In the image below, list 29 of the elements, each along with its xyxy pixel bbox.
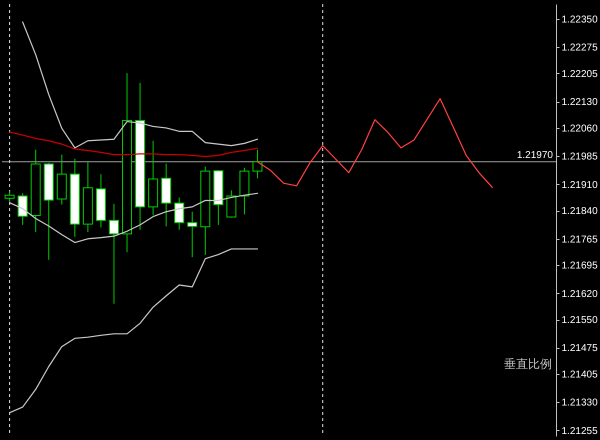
y-tick-label: 1.21695 — [562, 260, 598, 272]
y-tick-label: 1.21405 — [562, 370, 598, 381]
candlestick — [108, 203, 119, 304]
line-series — [9, 192, 258, 244]
y-tick-label: 1.21765 — [562, 234, 598, 246]
line-series — [9, 131, 258, 158]
y-tick-label: 1.22130 — [562, 97, 598, 108]
line-series — [22, 21, 258, 148]
candlestick — [226, 190, 236, 218]
y-tick-label: 1.21475 — [562, 343, 598, 354]
line-series — [9, 248, 258, 414]
candlestick — [174, 196, 184, 230]
y-tick-label: 1.21985 — [562, 152, 598, 163]
y-tick-label: 1.21840 — [562, 206, 598, 218]
candlestick — [18, 192, 28, 226]
y-tick-label: 1.21330 — [562, 398, 598, 409]
y-tick-label: 1.21255 — [562, 426, 598, 437]
candlestick — [252, 149, 262, 179]
y-tick-label: 1.22205 — [562, 68, 598, 80]
y-tick-label: 1.22275 — [562, 42, 598, 54]
annotation: 垂直比例 — [504, 357, 552, 371]
candlestick — [4, 190, 15, 202]
y-tick-label: 1.21550 — [562, 315, 598, 326]
ref-line-label: 1.21970 — [516, 150, 554, 161]
y-tick-label: 1.21910 — [562, 180, 598, 191]
candlestick — [187, 211, 198, 258]
y-tick-label: 1.22060 — [562, 123, 598, 134]
y-tick-label: 1.21620 — [562, 288, 598, 300]
y-tick-label: 1.22350 — [562, 14, 598, 26]
